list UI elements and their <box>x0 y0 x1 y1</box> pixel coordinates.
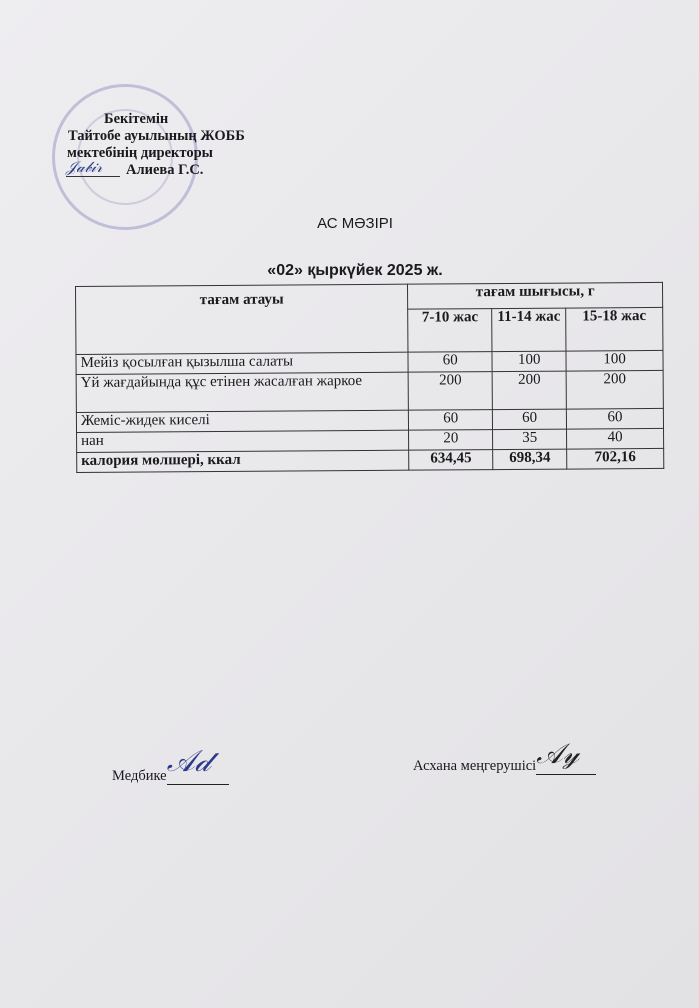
official-stamp <box>52 84 198 230</box>
portion-value: 60 <box>408 409 493 431</box>
signature-line <box>66 176 120 177</box>
approval-line-4: Алиева Г.С. <box>126 162 204 178</box>
portion-value: 40 <box>566 428 664 450</box>
canteen-manager-label: Асхана меңгерушісі <box>413 758 537 774</box>
calorie-value: 702,16 <box>566 448 664 470</box>
approval-line-1: Бекітемін <box>104 111 169 127</box>
dish-name: Үй жағдайында құс етінен жасалған жаркое <box>76 372 409 413</box>
header-output: тағам шығысы, г <box>407 282 663 310</box>
portion-value: 200 <box>408 371 493 411</box>
approval-line-2: Тайтобе ауылының ЖОББ <box>68 128 245 144</box>
portion-value: 60 <box>408 351 493 373</box>
canteen-signature-block: Асхана меңгерушісі𝒜𝓎 <box>413 734 597 775</box>
calorie-value: 698,34 <box>492 449 567 470</box>
portion-value: 60 <box>492 409 567 430</box>
canteen-manager-signature: 𝒜𝓎 <box>536 734 597 775</box>
table-row-total: калория мөлшері, ккал 634,45 698,34 702,… <box>76 448 664 473</box>
portion-value: 20 <box>408 429 493 451</box>
header-dish-name: тағам атауы <box>75 284 409 355</box>
portion-value: 60 <box>566 408 664 430</box>
portion-value: 35 <box>492 429 567 450</box>
document-date: «02» қыркүйек 2025 ж. <box>267 262 443 279</box>
dish-name: Мейіз қосылған қызылша салаты <box>75 352 409 375</box>
table-row: Үй жағдайында құс етінен жасалған жаркое… <box>76 370 664 413</box>
portion-value: 200 <box>492 371 567 410</box>
calorie-value: 634,45 <box>408 449 493 471</box>
director-signature: 𝒥𝒶𝒷𝒾𝓇 <box>66 158 103 176</box>
nurse-signature-block: Медбике𝒜𝒹 <box>112 740 229 785</box>
document-title: АС МӘЗІРІ <box>317 215 393 232</box>
dish-name: нан <box>76 430 409 453</box>
header-age-group: 15-18 жас <box>565 307 663 352</box>
header-age-group: 11-14 жас <box>491 308 567 352</box>
approval-line-3: мектебінің директоры <box>67 145 213 161</box>
header-age-group: 7-10 жас <box>407 308 493 353</box>
menu-table: тағам атауы тағам шығысы, г 7-10 жас 11-… <box>75 282 664 473</box>
nurse-label: Медбике <box>112 768 167 784</box>
nurse-signature: 𝒜𝒹 <box>166 740 229 785</box>
portion-value: 100 <box>492 351 567 372</box>
portion-value: 200 <box>566 370 664 410</box>
total-label: калория мөлшері, ккал <box>76 450 410 473</box>
dish-name: Жеміс-жидек киселі <box>76 410 409 433</box>
portion-value: 100 <box>566 350 664 372</box>
